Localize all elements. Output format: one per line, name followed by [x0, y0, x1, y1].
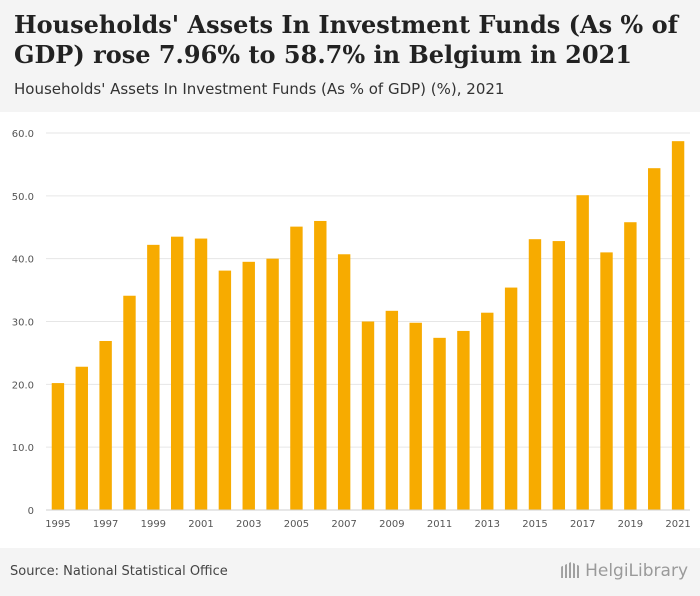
x-tick-label: 1995	[45, 519, 70, 530]
bar-2015	[528, 239, 542, 510]
bar-2014	[504, 287, 518, 510]
x-tick-label: 1997	[93, 519, 118, 530]
x-tick-label: 2001	[188, 519, 213, 530]
x-tick-label: 2013	[475, 519, 500, 530]
bar-2021	[671, 141, 685, 510]
chart-footer: Source: National Statistical Office Helg…	[0, 548, 700, 596]
y-tick-label: 40.0	[12, 255, 34, 266]
bar-2006	[314, 220, 327, 510]
x-tick-label: 2017	[570, 519, 595, 530]
bar-2009	[385, 310, 399, 510]
y-tick-label: 60.0	[12, 129, 34, 140]
bar-2019	[624, 222, 637, 510]
bar-1995	[51, 383, 65, 510]
bar-2013	[481, 312, 494, 510]
bar-2007	[337, 254, 351, 510]
y-tick-label: 30.0	[12, 318, 34, 329]
bar-1999	[147, 244, 160, 511]
x-tick-label: 2015	[522, 519, 547, 530]
x-tick-label: 2003	[236, 519, 261, 530]
bar-2003	[242, 261, 255, 510]
bar-2012	[457, 330, 470, 510]
x-tick-label: 2009	[379, 519, 404, 530]
bar-2001	[194, 238, 208, 510]
y-tick-label: 50.0	[12, 192, 34, 203]
source-note: Source: National Statistical Office	[10, 564, 228, 579]
bar-2018	[600, 252, 613, 510]
bar-2002	[218, 270, 232, 510]
library-icon	[561, 562, 582, 578]
bar-2017	[576, 195, 589, 510]
x-tick-label: 2011	[427, 519, 452, 530]
brand-logo: HelgiLibrary	[561, 561, 688, 581]
plot-area: 0 10.0 20.0 30.0 40.0 50.0 60.0 1995 1997 1999 200…	[0, 112, 700, 548]
y-tick-label: 20.0	[12, 380, 34, 391]
chart-header: Households' Assets In Investment Funds (…	[0, 0, 700, 112]
chart-title: Households' Assets In Investment Funds (…	[14, 10, 678, 69]
bar-2016	[552, 241, 566, 510]
x-tick-label: 2021	[665, 519, 690, 530]
bar-2008	[361, 321, 375, 510]
bar-2010	[409, 322, 422, 510]
x-tick-label: 2019	[618, 519, 643, 530]
y-tick-label: 10.0	[12, 443, 34, 454]
x-tick-label: 1999	[141, 519, 166, 530]
x-tick-label: 2005	[284, 519, 309, 530]
chart-subtitle: Households' Assets In Investment Funds (…	[14, 80, 505, 98]
bar-2004	[266, 258, 279, 510]
bar-1996	[75, 366, 88, 510]
bar-1997	[99, 340, 112, 510]
x-tick-label: 2007	[331, 519, 356, 530]
bar-1998	[123, 295, 136, 510]
bar-2020	[648, 168, 661, 510]
y-tick-label: 0	[28, 506, 34, 517]
brand-name: HelgiLibrary	[585, 561, 688, 581]
bar-2000	[170, 236, 184, 511]
bar-chart: 0 10.0 20.0 30.0 40.0 50.0 60.0 1995 1997 1999 200…	[12, 129, 691, 530]
bar-2011	[433, 337, 446, 510]
bar-2005	[290, 226, 303, 510]
